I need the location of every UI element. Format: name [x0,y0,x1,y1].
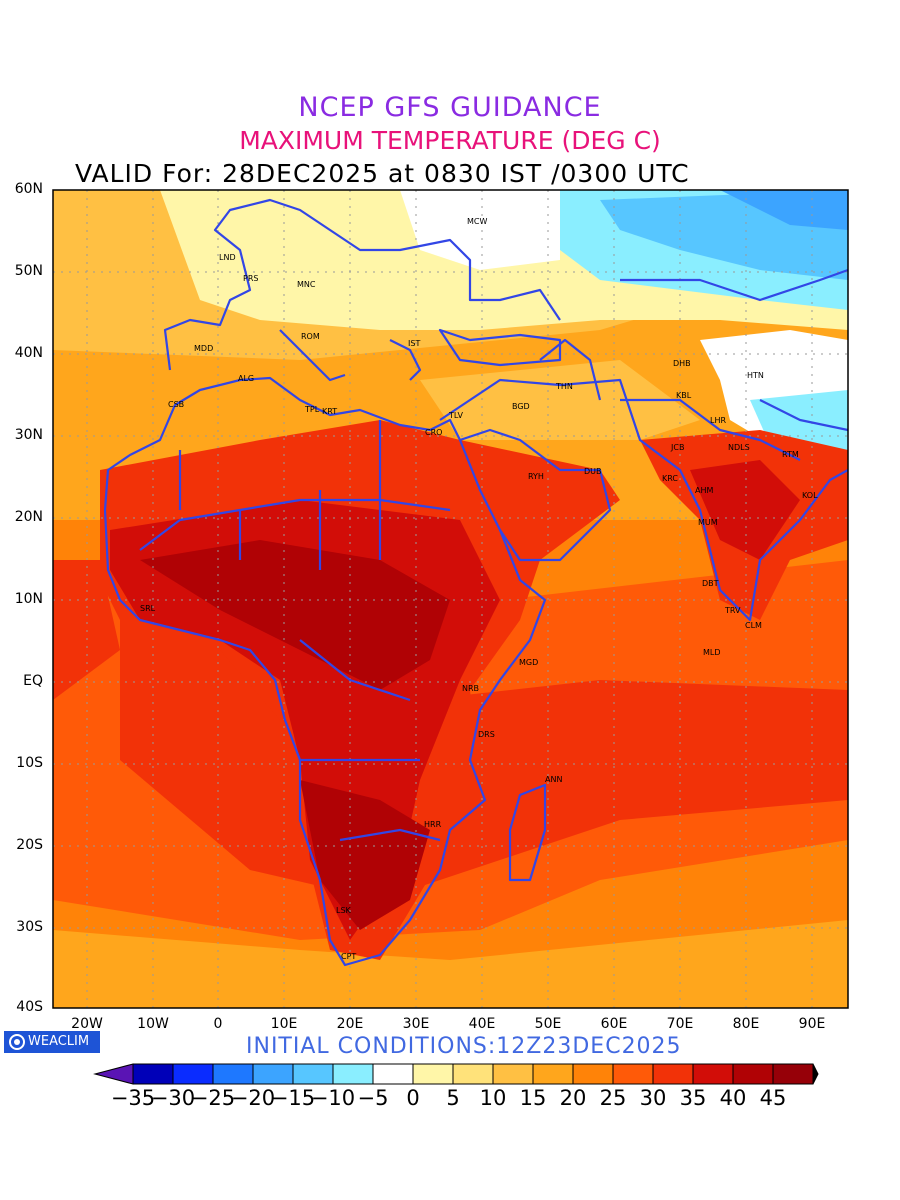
city-label: CRO [425,428,442,437]
title-model: NCEP GFS GUIDANCE [298,92,602,123]
city-label: NRB [462,684,479,693]
lat-label: 40S [16,999,43,1015]
city-label: ANN [545,775,562,784]
city-label: DRS [478,730,495,739]
city-label: MLD [703,648,721,657]
initial-conditions: INITIAL CONDITIONS:12Z23DEC2025 [246,1034,682,1059]
colorbar-tick-label: 25 [599,1086,627,1110]
city-label: LHR [710,416,726,425]
colorbar-tick-label: 35 [679,1086,707,1110]
city-label: KRC [662,474,678,483]
city-label: HTN [747,371,764,380]
city-label: RTM [782,450,799,459]
city-label: SRL [140,604,156,613]
city-label: CPT [341,952,356,961]
lat-label: 40N [14,345,43,361]
lon-label: 20E [336,1016,364,1032]
colorbar-tick-label: −10 [310,1086,356,1110]
colorbar-tick-label: 45 [759,1086,787,1110]
lon-label: 10W [137,1016,169,1032]
city-label: LSK [336,906,352,915]
city-label: IST [408,339,420,348]
city-label: MGD [519,658,538,667]
lat-label: 20N [14,509,43,525]
colorbar-tick-label: 0 [406,1086,420,1110]
lat-label: 10N [14,591,43,607]
lon-label: 90E [798,1016,826,1032]
lat-label: 60N [14,181,43,197]
lat-label: EQ [23,673,43,689]
lon-label: 70E [666,1016,694,1032]
city-label: RYH [528,472,544,481]
lat-label: 30N [14,427,43,443]
colorbar-tick-label: −35 [110,1086,156,1110]
colorbar-tick-label: −25 [190,1086,236,1110]
city-label: MCW [467,217,487,226]
colorbar-tick-label: 40 [719,1086,747,1110]
city-label: JCB [670,443,684,452]
lat-label: 50N [14,263,43,279]
lat-label: 10S [16,755,43,771]
city-label: KBL [676,391,692,400]
colorbar-tick-label: 15 [519,1086,547,1110]
colorbar-tick-label: −5 [357,1086,389,1110]
city-label: CSB [168,400,184,409]
lon-label: 0 [213,1016,223,1032]
coastlines [103,198,848,967]
lon-label: 20W [71,1016,103,1032]
city-label: THN [555,382,573,391]
colorbar-tick-label: 10 [479,1086,507,1110]
map-fill [53,190,848,1008]
city-label: TPL [304,405,320,414]
city-label: DBT [702,579,719,588]
city-label: ROM [301,332,320,341]
graticule [53,190,848,1008]
colorbar-tick-label: −30 [150,1086,196,1110]
city-label: BGD [512,402,530,411]
city-label: MNC [297,280,316,289]
city-label: CLM [745,621,762,630]
city-label: AHM [695,486,713,495]
city-label: TRV [724,606,741,615]
colorbar-tick-label: −15 [270,1086,316,1110]
city-label: KRT [322,407,337,416]
city-label: LND [219,253,236,262]
city-labels: MCW LND PRS MNC ROM MDD IST ALG CSB TPL KRT CRO TLV B… [140,217,818,961]
colorbar-tick-label: 30 [639,1086,667,1110]
city-label: MUM [698,518,718,527]
city-label: PRS [243,274,258,283]
city-label: HRR [424,820,442,829]
lat-label: 20S [16,837,43,853]
lon-label: 50E [534,1016,562,1032]
logo-icon [9,1034,25,1050]
colorbar-tick-label: 20 [559,1086,587,1110]
lon-label: 80E [732,1016,760,1032]
map-frame [52,189,849,1009]
city-label: MDD [194,344,213,353]
city-label: TLV [448,411,463,420]
logo-text: WEACLIM [28,1034,90,1049]
city-label: ALG [238,374,254,383]
lon-label: 40E [468,1016,496,1032]
city-label: DUB [584,467,602,476]
city-label: DHB [673,359,691,368]
lat-label: 30S [16,919,43,935]
title-valid-time: VALID For: 28DEC2025 at 0830 IST /0300 U… [75,159,690,188]
city-label: NDLS [728,443,750,452]
lon-label: 10E [270,1016,298,1032]
lon-label: 30E [402,1016,430,1032]
lon-label: 60E [600,1016,628,1032]
colorbar-tick-label: −20 [230,1086,276,1110]
title-variable: MAXIMUM TEMPERATURE (DEG C) [239,126,661,155]
colorbar-tick-label: 5 [446,1086,460,1110]
weaclim-logo: WEACLIM [4,1031,100,1053]
city-label: KOL [802,491,818,500]
